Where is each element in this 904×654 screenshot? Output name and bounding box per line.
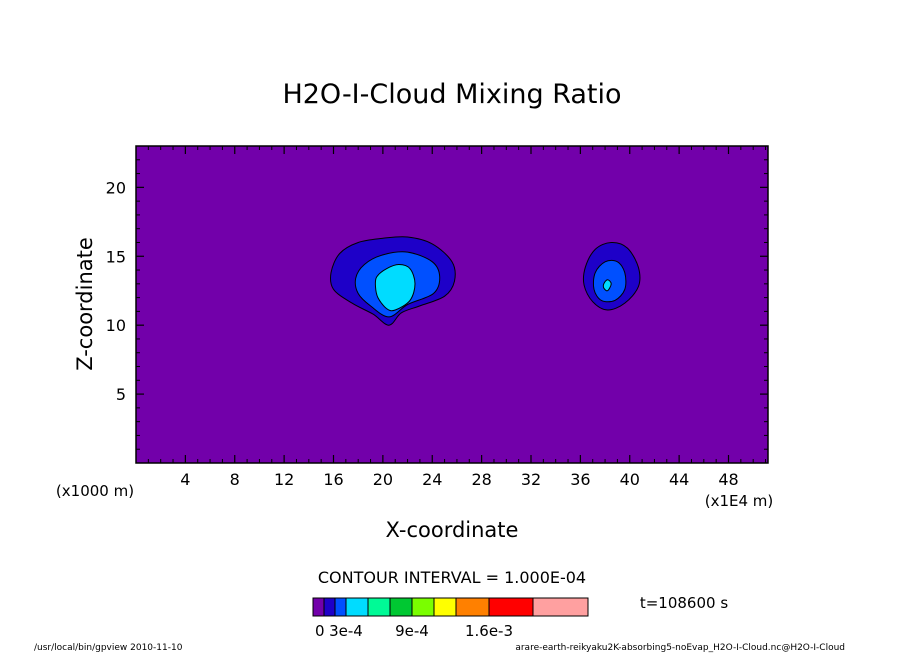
contour-region-2 [374,263,416,312]
x-tick-label: 16 [323,470,343,489]
x-tick-label: 24 [422,470,442,489]
x-tick-label: 48 [718,470,738,489]
colorbar-cell [433,597,457,617]
colorbar-cell [334,597,347,617]
x-unit-right: (x1E4 m) [705,492,774,510]
x-tick-label: 4 [180,470,190,489]
contour-interval: CONTOUR INTERVAL = 1.000E-04 [318,568,586,587]
colorbar-cell [312,597,325,617]
x-tick-label: 36 [570,470,590,489]
colorbar-cell [411,597,435,617]
colorbar-labels: 0 3e-4 9e-4 1.6e-3 [315,622,513,640]
x-tick-label: 44 [669,470,689,489]
y-axis-label: Z-coordinate [73,237,97,371]
colorbar-label: 1.6e-3 [465,622,513,640]
colorbar [312,597,589,617]
x-tick-label: 40 [620,470,640,489]
y-tick-label: 15 [106,247,126,266]
colorbar-label: 9e-4 [395,622,429,640]
colorbar-label: 3e-4 [329,622,363,640]
chart-title: H2O-I-Cloud Mixing Ratio [282,79,621,110]
x-tick-label: 32 [521,470,541,489]
x-axis-label: X-coordinate [386,518,519,542]
colorbar-cell [532,597,589,617]
footer-left: /usr/local/bin/gpview 2010-11-10 [34,643,183,653]
y-tick-label: 10 [106,316,126,335]
plot-background [136,146,768,463]
x-tick-label: 20 [373,470,393,489]
colorbar-cell [455,597,490,617]
y-axis-ticks: 5 10 15 20 [106,159,768,450]
x-axis-ticks: 4 8 12 16 20 24 28 32 36 40 44 48 [147,146,767,489]
contour-region-5 [602,279,612,292]
colorbar-cell [323,597,336,617]
y-tick-label: 5 [116,385,126,404]
colorbar-label: 0 [315,622,325,640]
plot-frame [135,145,769,464]
footer-right: arare-earth-reikyaku2K-absorbing5-noEvap… [515,643,845,653]
colorbar-cell [488,597,534,617]
contour-regions [329,236,641,326]
x-tick-label: 8 [230,470,240,489]
colorbar-cell [345,597,369,617]
x-tick-label: 28 [471,470,491,489]
x-tick-label: 12 [274,470,294,489]
y-tick-label: 20 [106,178,126,197]
x-unit-left: (x1000 m) [56,482,134,500]
colorbar-cell [389,597,413,617]
colorbar-cell [367,597,391,617]
time-label: t=108600 s [640,594,728,612]
